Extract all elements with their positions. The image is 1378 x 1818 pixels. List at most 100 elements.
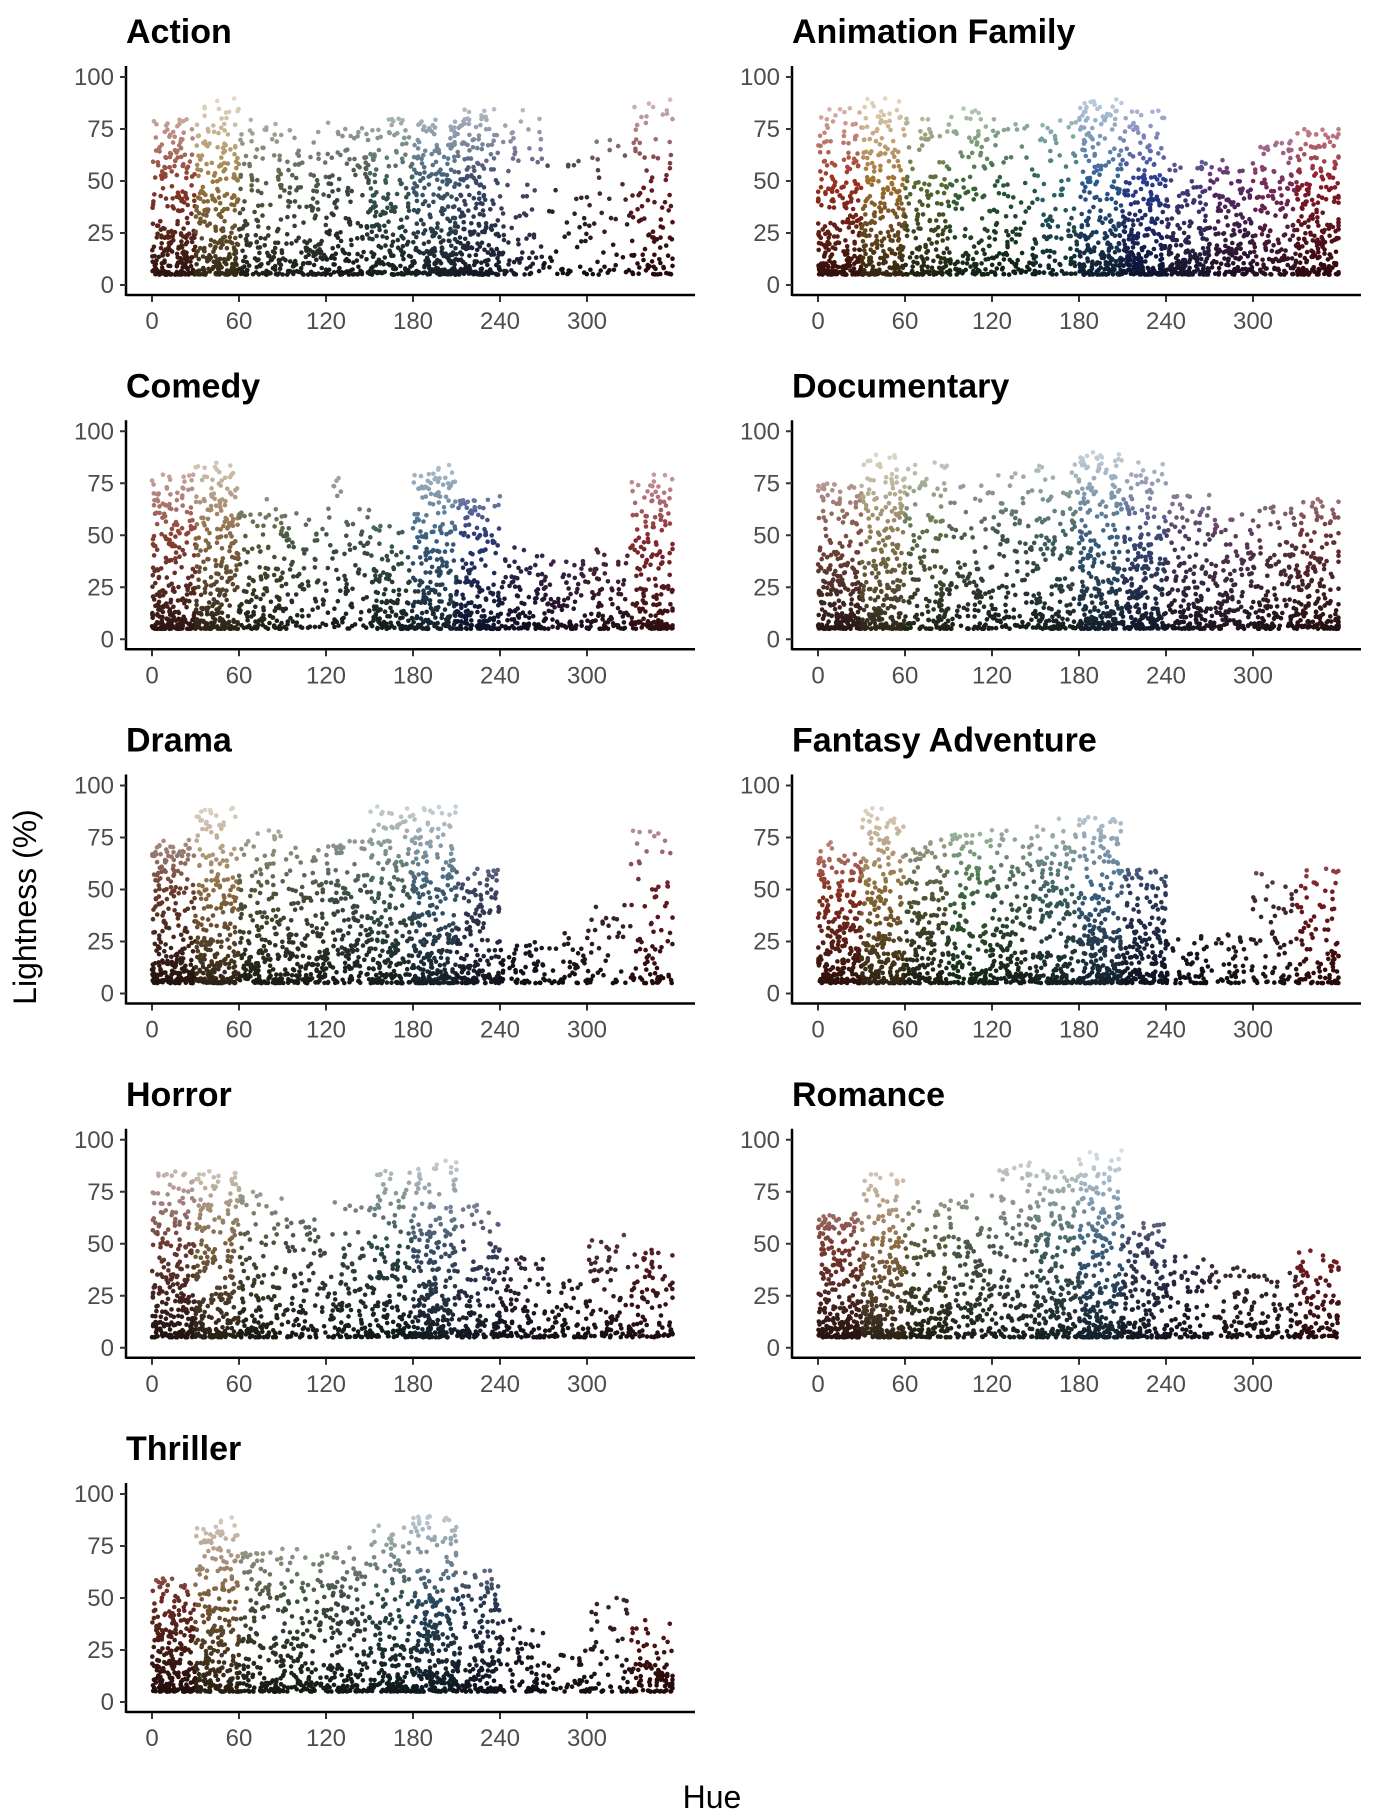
data-point [1136,261,1142,267]
data-point [418,217,424,223]
data-point [1147,208,1153,213]
data-point [1333,249,1339,255]
data-point [329,253,335,259]
data-point [318,241,323,247]
data-point [631,140,636,146]
data-point [1309,197,1315,203]
data-point [1098,208,1103,213]
data-point [590,271,596,277]
data-point [432,267,438,272]
data-point [1048,129,1053,135]
data-point [238,186,243,192]
data-point [292,258,298,264]
data-point [965,256,971,262]
data-point [818,184,824,190]
data-point [824,163,830,168]
data-point [1083,270,1088,276]
data-point [282,188,287,193]
data-point [1146,198,1152,203]
data-point [1130,218,1135,223]
data-point [177,208,183,214]
data-point [1059,178,1064,184]
data-point [960,260,965,266]
data-point [224,597,229,603]
data-point [390,239,396,245]
data-point [894,201,900,207]
data-point [596,175,602,180]
data-point [1245,253,1251,259]
data-point [183,193,188,199]
data-point [277,595,282,601]
data-point [172,134,177,139]
data-point [1279,140,1285,146]
data-point [169,526,175,532]
data-point [1223,215,1229,220]
data-point [488,226,494,231]
data-point [1166,249,1172,254]
data-point [531,232,537,237]
data-point [398,263,403,269]
data-point [190,472,196,478]
data-point [342,551,347,557]
data-point [159,142,165,147]
data-point [869,259,874,265]
data-point [164,485,170,490]
data-point [882,201,887,207]
data-point [218,263,223,269]
data-point [841,249,846,254]
data-point [449,127,454,133]
data-point [157,272,162,277]
data-point [214,98,220,104]
data-point [202,248,207,254]
data-point [1315,237,1320,243]
data-point [1135,257,1141,262]
data-point [1203,259,1208,265]
data-point [1004,252,1010,258]
data-point [237,210,243,216]
data-point [220,556,226,561]
data-point [241,223,247,228]
data-point [359,126,365,131]
data-point [1266,256,1272,262]
data-point [273,271,279,277]
data-point [213,244,218,250]
data-point [367,236,372,241]
data-point [225,206,230,212]
data-point [949,114,954,120]
y-tick-label: 100 [74,64,114,91]
data-point [829,252,835,257]
data-point [1136,175,1141,181]
data-point [878,207,884,213]
data-point [319,265,325,271]
data-point [303,522,309,527]
data-point [363,171,368,177]
data-point [219,610,225,616]
data-point [313,272,319,277]
data-point [1135,217,1141,223]
data-point [1072,263,1078,269]
data-point [481,192,487,198]
data-point [1063,164,1069,169]
data-point [182,479,187,484]
data-point [916,247,922,252]
data-point [1148,175,1154,180]
data-point [1151,246,1157,252]
data-point [248,626,254,631]
data-point [330,245,336,251]
data-point [896,163,902,169]
data-point [177,554,182,559]
data-point [832,182,837,188]
data-point [668,271,673,277]
data-point [854,259,859,265]
data-point [1027,260,1032,266]
data-point [982,226,988,232]
data-point [1097,197,1103,203]
data-point [222,592,228,598]
data-point [1130,240,1136,245]
data-point [816,263,821,268]
data-point [872,164,877,170]
data-point [209,492,214,497]
data-point [1164,272,1170,277]
data-point [1127,267,1133,273]
data-point [613,216,618,222]
